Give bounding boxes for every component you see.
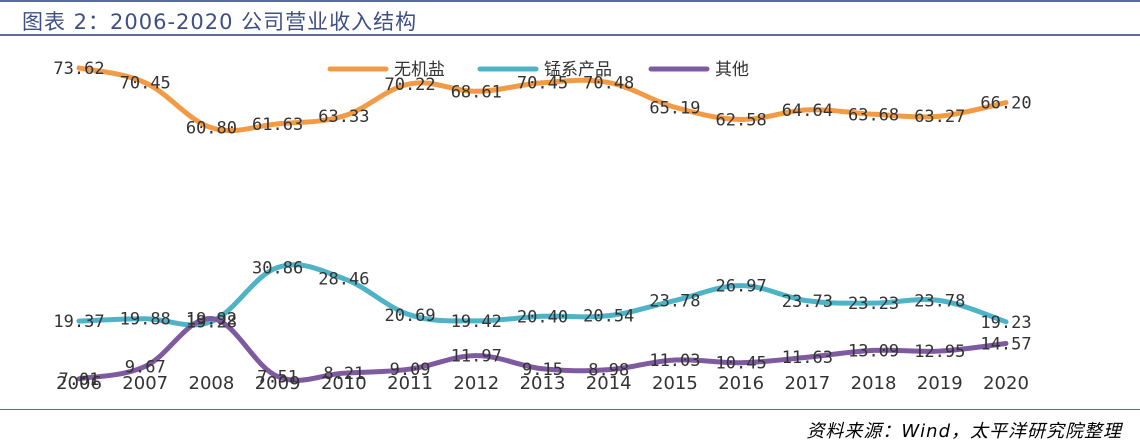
data-label-1-14: 19.23: [980, 313, 1031, 333]
data-label-1-5: 20.69: [384, 306, 435, 326]
data-label-0-1: 70.45: [120, 74, 171, 94]
data-label-2-13: 12.95: [914, 342, 965, 362]
data-label-1-4: 28.46: [318, 270, 369, 290]
legend-label-2: 其他: [715, 60, 749, 80]
x-axis: 2006 2007 2008 2009 2010 2011 2012 2013 2014 2015…: [56, 373, 1029, 394]
x-tick-label-13: 2019: [917, 373, 963, 394]
data-label-0-14: 66.20: [980, 94, 1031, 114]
series-lines: [76, 65, 1009, 383]
data-label-2-4: 8.21: [323, 364, 364, 384]
data-label-2-10: 10.45: [716, 354, 767, 374]
data-label-0-10: 62.58: [716, 110, 767, 130]
x-tick-label-1: 2007: [122, 373, 168, 394]
data-label-1-13: 23.78: [914, 292, 965, 312]
x-tick-label-7: 2013: [520, 373, 566, 394]
data-label-2-6: 11.97: [451, 347, 502, 367]
title-bar: 图表 2：2006-2020 公司营业收入结构: [0, 0, 1140, 36]
x-tick-label-8: 2014: [586, 373, 632, 394]
data-label-2-7: 9.15: [522, 360, 563, 380]
data-label-0-2: 60.80: [186, 119, 237, 139]
data-label-2-8: 8.98: [588, 361, 629, 381]
x-tick-label-12: 2018: [851, 373, 897, 394]
data-label-0-6: 68.61: [451, 82, 502, 102]
data-label-1-11: 23.73: [782, 292, 833, 312]
data-label-2-3: 7.51: [257, 367, 298, 387]
data-label-1-7: 20.40: [517, 307, 568, 327]
data-label-1-10: 26.97: [716, 277, 767, 297]
series-line-1: [76, 262, 1009, 328]
data-label-1-1: 19.88: [120, 310, 171, 330]
data-label-1-8: 20.54: [583, 307, 634, 327]
data-label-0-7: 70.45: [517, 74, 568, 94]
x-tick-label-5: 2011: [387, 373, 433, 394]
source-note: 资料来源：Wind，太平洋研究院整理: [806, 421, 1122, 442]
x-tick-label-11: 2017: [784, 373, 830, 394]
data-label-0-0: 73.62: [53, 59, 104, 79]
line-chart: 无机盐 锰系产品 其他 73.62 70.45 60.80 61.63 63.33 70.22…: [53, 59, 1031, 394]
data-label-1-2: 19.28: [186, 313, 237, 333]
data-label-0-3: 61.63: [252, 115, 303, 135]
data-label-0-5: 70.22: [384, 75, 435, 95]
x-tick-label-3: 2009: [255, 373, 301, 394]
legend-label-1: 锰系产品: [544, 60, 612, 80]
x-tick-label-10: 2016: [718, 373, 764, 394]
x-tick-label-4: 2010: [321, 373, 367, 394]
data-label-2-5: 9.09: [390, 360, 431, 380]
legend: 无机盐 锰系产品 其他: [327, 60, 749, 80]
data-label-0-4: 63.33: [318, 107, 369, 127]
x-tick-label-6: 2012: [453, 373, 499, 394]
data-label-1-0: 19.37: [53, 312, 104, 332]
data-labels: 73.62 70.45 60.80 61.63 63.33 70.22 68.61 70.45…: [53, 59, 1031, 390]
data-label-2-0: 7.01: [59, 370, 100, 390]
chart-title: 图表 2：2006-2020 公司营业收入结构: [22, 10, 418, 34]
data-label-1-12: 23.23: [848, 294, 899, 314]
series-line-2: [76, 316, 1009, 383]
series-line-0: [76, 65, 1009, 134]
data-label-2-14: 14.57: [980, 335, 1031, 355]
data-label-0-12: 63.68: [848, 105, 899, 125]
data-label-1-9: 23.78: [649, 292, 700, 312]
source-divider: [0, 409, 1140, 410]
data-label-2-11: 11.63: [782, 348, 833, 368]
data-label-0-11: 64.64: [782, 101, 833, 121]
x-tick-label-9: 2015: [652, 373, 698, 394]
data-label-2-9: 11.03: [649, 351, 700, 371]
data-label-0-9: 65.19: [649, 98, 700, 118]
legend-label-0: 无机盐: [394, 60, 445, 80]
data-label-2-2: 19.92: [186, 310, 237, 330]
x-tick-label-0: 2006: [56, 373, 102, 394]
data-label-0-13: 63.27: [914, 107, 965, 127]
data-label-1-3: 30.86: [252, 258, 303, 278]
data-label-2-1: 9.67: [125, 357, 166, 377]
x-tick-label-14: 2020: [983, 373, 1029, 394]
data-label-0-8: 70.48: [583, 74, 634, 94]
data-label-1-6: 19.42: [451, 312, 502, 332]
x-tick-label-2: 2008: [189, 373, 235, 394]
data-label-2-12: 13.09: [848, 341, 899, 361]
